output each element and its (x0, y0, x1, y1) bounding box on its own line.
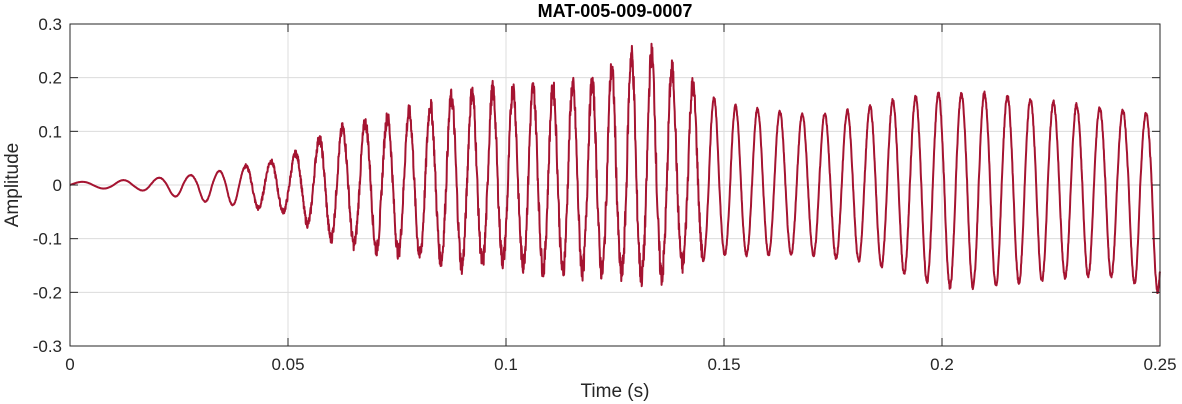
y-tick-labels: -0.3 -0.2 -0.1 0 0.1 0.2 0.3 (33, 15, 62, 356)
x-axis-label: Time (s) (581, 381, 650, 402)
tick-marks (69, 23, 1161, 347)
y-tick-label: -0.1 (33, 230, 62, 249)
y-tick-label: -0.2 (33, 283, 62, 302)
x-tick-label: 0.1 (494, 355, 518, 374)
y-tick-label: 0.2 (38, 69, 62, 88)
x-tick-label: 0.05 (271, 355, 304, 374)
series-group (69, 42, 1161, 295)
x-tick-labels: 0 0.05 0.1 0.15 0.2 0.25 (65, 355, 1176, 374)
y-tick-label: -0.3 (33, 337, 62, 356)
y-tick-label: 0 (53, 176, 62, 195)
x-tick-label: 0.15 (707, 355, 740, 374)
x-tick-label: 0 (65, 355, 74, 374)
chart-title: MAT-005-009-0007 (538, 1, 693, 21)
signal-line (69, 42, 1161, 295)
x-tick-label: 0.2 (930, 355, 954, 374)
y-axis-label: Amplitude (2, 143, 23, 228)
x-tick-label: 0.25 (1143, 355, 1176, 374)
y-tick-label: 0.3 (38, 15, 62, 34)
y-tick-label: 0.1 (38, 122, 62, 141)
